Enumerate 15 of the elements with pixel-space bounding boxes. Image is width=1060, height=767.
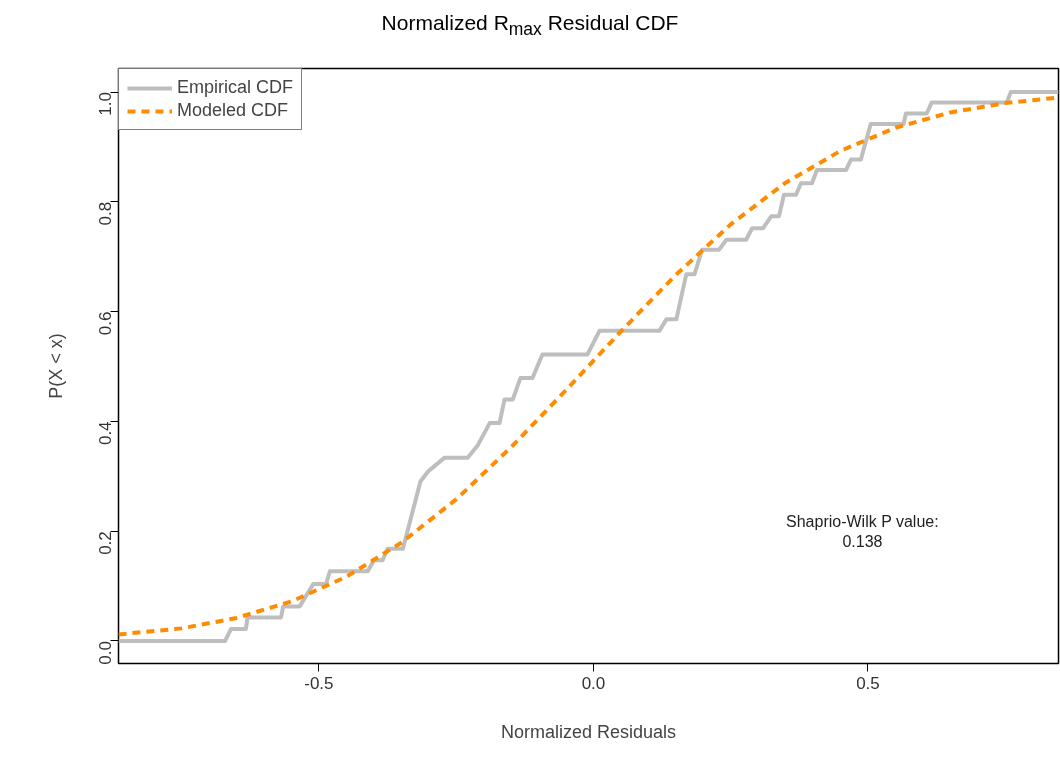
y-tick-label: 0.4 — [96, 421, 116, 446]
annotation: Shaprio-Wilk P value: 0.138 — [786, 512, 939, 550]
y-tick-label: 0.6 — [96, 311, 116, 336]
legend-label: Modeled CDF — [177, 100, 289, 121]
chart-title: Normalized R$_{max}$ Residual CDF — [380, 10, 680, 42]
y-tick-label: 1.0 — [96, 92, 116, 116]
x-tick-label: 0.0 — [581, 673, 606, 693]
y-tick-label: 0.2 — [96, 531, 116, 555]
y-axis-title: P(X < x) — [45, 333, 66, 399]
x-tick-label: 0.5 — [856, 673, 880, 693]
y-tick-label: 0.8 — [96, 201, 116, 226]
legend-label: Empirical CDF — [177, 77, 294, 98]
y-tick-label: 0.0 — [96, 640, 116, 665]
x-axis-title: Normalized Residuals — [500, 721, 677, 742]
x-tick-label: -0.5 — [304, 673, 334, 693]
